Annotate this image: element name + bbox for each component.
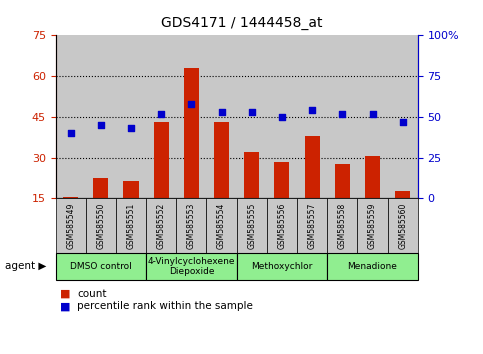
Bar <box>395 192 410 198</box>
Bar <box>86 35 116 198</box>
Text: Menadione: Menadione <box>348 262 398 271</box>
Text: percentile rank within the sample: percentile rank within the sample <box>77 301 253 311</box>
Bar <box>154 122 169 198</box>
Bar <box>116 35 146 198</box>
Bar <box>56 35 86 198</box>
Text: GSM585549: GSM585549 <box>66 202 75 249</box>
Text: ■: ■ <box>60 301 71 311</box>
Bar <box>146 35 176 198</box>
Bar <box>237 35 267 198</box>
Text: GSM585559: GSM585559 <box>368 202 377 249</box>
Bar <box>297 35 327 198</box>
Point <box>157 111 165 116</box>
Bar <box>365 156 380 198</box>
Text: GSM585555: GSM585555 <box>247 202 256 249</box>
Bar <box>63 197 78 198</box>
Bar <box>267 35 297 198</box>
Bar <box>184 68 199 198</box>
Point <box>187 101 195 107</box>
Text: DMSO control: DMSO control <box>70 262 132 271</box>
Text: GSM585558: GSM585558 <box>338 202 347 249</box>
Text: ■: ■ <box>60 289 71 299</box>
Bar <box>327 35 357 198</box>
Bar <box>176 35 207 198</box>
Text: Methoxychlor: Methoxychlor <box>251 262 313 271</box>
Bar <box>214 122 229 198</box>
Text: GDS4171 / 1444458_at: GDS4171 / 1444458_at <box>161 16 322 30</box>
Bar <box>335 164 350 198</box>
Point <box>248 109 256 115</box>
Point <box>339 111 346 116</box>
Bar <box>305 136 320 198</box>
Bar <box>93 178 108 198</box>
Bar <box>244 152 259 198</box>
Text: GSM585556: GSM585556 <box>277 202 286 249</box>
Bar <box>207 35 237 198</box>
Bar <box>357 35 388 198</box>
Text: GSM585553: GSM585553 <box>187 202 196 249</box>
Text: GSM585551: GSM585551 <box>127 202 136 249</box>
Point <box>97 122 105 128</box>
Point <box>308 108 316 113</box>
Point <box>127 125 135 131</box>
Text: count: count <box>77 289 107 299</box>
Point <box>399 119 407 125</box>
Text: GSM585552: GSM585552 <box>156 202 166 249</box>
Text: GSM585554: GSM585554 <box>217 202 226 249</box>
Text: GSM585550: GSM585550 <box>96 202 105 249</box>
Text: GSM585560: GSM585560 <box>398 202 407 249</box>
Point <box>67 130 74 136</box>
Text: agent ▶: agent ▶ <box>5 261 46 272</box>
Bar <box>274 161 289 198</box>
Point <box>278 114 286 120</box>
Point <box>218 109 226 115</box>
Text: GSM585557: GSM585557 <box>308 202 317 249</box>
Bar <box>124 181 139 198</box>
Bar <box>388 35 418 198</box>
Text: 4-Vinylcyclohexene
Diepoxide: 4-Vinylcyclohexene Diepoxide <box>148 257 235 276</box>
Point <box>369 111 376 116</box>
